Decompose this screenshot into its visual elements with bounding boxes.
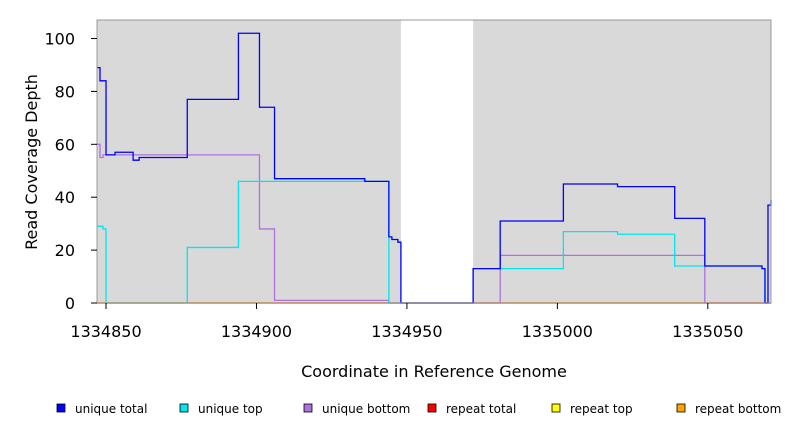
legend-swatch	[303, 403, 313, 413]
y-tick-label: 40	[55, 188, 75, 207]
x-tick-label: 1335000	[522, 322, 593, 341]
shaded-region-2	[473, 20, 771, 303]
legend-label: repeat bottom	[695, 402, 781, 416]
legend-swatch	[56, 403, 66, 413]
y-tick-label: 20	[55, 241, 75, 260]
x-axis-label: Coordinate in Reference Genome	[301, 362, 567, 381]
y-axis-label: Read Coverage Depth	[22, 74, 41, 250]
series-unique-total	[97, 32, 772, 304]
x-tick-label: 1334950	[371, 322, 442, 341]
x-tick-label: 1335050	[672, 322, 743, 341]
y-tick-label: 100	[44, 30, 75, 49]
axes: 0 20 40 60 80 100 1334850 1334900 1334950 1335000…	[44, 30, 743, 341]
legend-label: unique bottom	[322, 402, 410, 416]
plot-frame	[96, 19, 772, 304]
y-tick-label: 0	[65, 294, 75, 313]
legend-swatch	[427, 403, 437, 413]
legend-swatch	[551, 403, 561, 413]
x-tick-label: 1334900	[221, 322, 292, 341]
shaded-regions	[97, 20, 771, 303]
legend: unique total unique top unique bottom repea…	[56, 402, 781, 416]
legend-label: unique total	[75, 402, 147, 416]
legend-label: repeat top	[570, 402, 633, 416]
shaded-region-1	[97, 20, 401, 303]
x-tick-label: 1334850	[70, 322, 141, 341]
legend-label: unique top	[198, 402, 263, 416]
y-tick-label: 60	[55, 135, 75, 154]
legend-swatch	[676, 403, 686, 413]
series-unique-bottom	[97, 143, 771, 304]
y-tick-label: 80	[55, 82, 75, 101]
legend-swatch	[179, 403, 189, 413]
legend-label: repeat total	[446, 402, 516, 416]
